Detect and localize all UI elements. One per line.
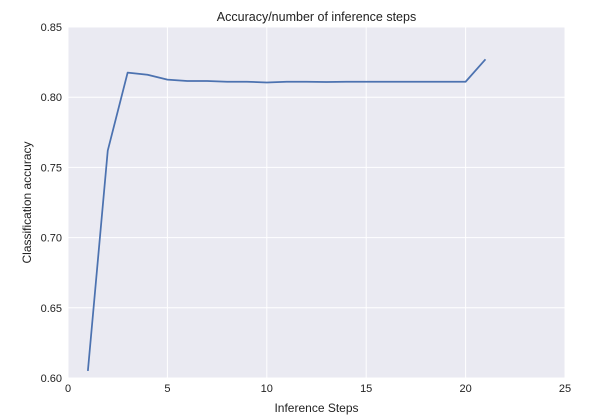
y-tick-label: 0.70 bbox=[41, 233, 62, 245]
x-tick-label: 5 bbox=[164, 383, 170, 395]
chart-title: Accuracy/number of inference steps bbox=[217, 10, 416, 24]
x-tick-label: 0 bbox=[65, 383, 71, 395]
x-tick-label: 20 bbox=[459, 383, 471, 395]
y-tick-labels: 0.60 0.65 0.70 0.75 0.80 0.85 bbox=[41, 22, 62, 385]
y-tick-label: 0.60 bbox=[41, 373, 62, 385]
y-tick-label: 0.75 bbox=[41, 162, 62, 174]
x-axis-label: Inference Steps bbox=[274, 401, 358, 415]
plot-area bbox=[68, 27, 565, 378]
y-tick-label: 0.65 bbox=[41, 303, 62, 315]
series-line bbox=[87, 58, 487, 372]
y-tick-label: 0.80 bbox=[41, 92, 62, 104]
y-tick-label: 0.85 bbox=[41, 22, 62, 34]
x-tick-label: 10 bbox=[261, 383, 273, 395]
y-axis-label: Classification accuracy bbox=[20, 141, 34, 263]
x-tick-label: 15 bbox=[360, 383, 372, 395]
x-tick-labels: 0 5 10 15 20 25 bbox=[65, 383, 571, 395]
x-tick-label: 25 bbox=[559, 383, 571, 395]
grid bbox=[67, 26, 566, 379]
